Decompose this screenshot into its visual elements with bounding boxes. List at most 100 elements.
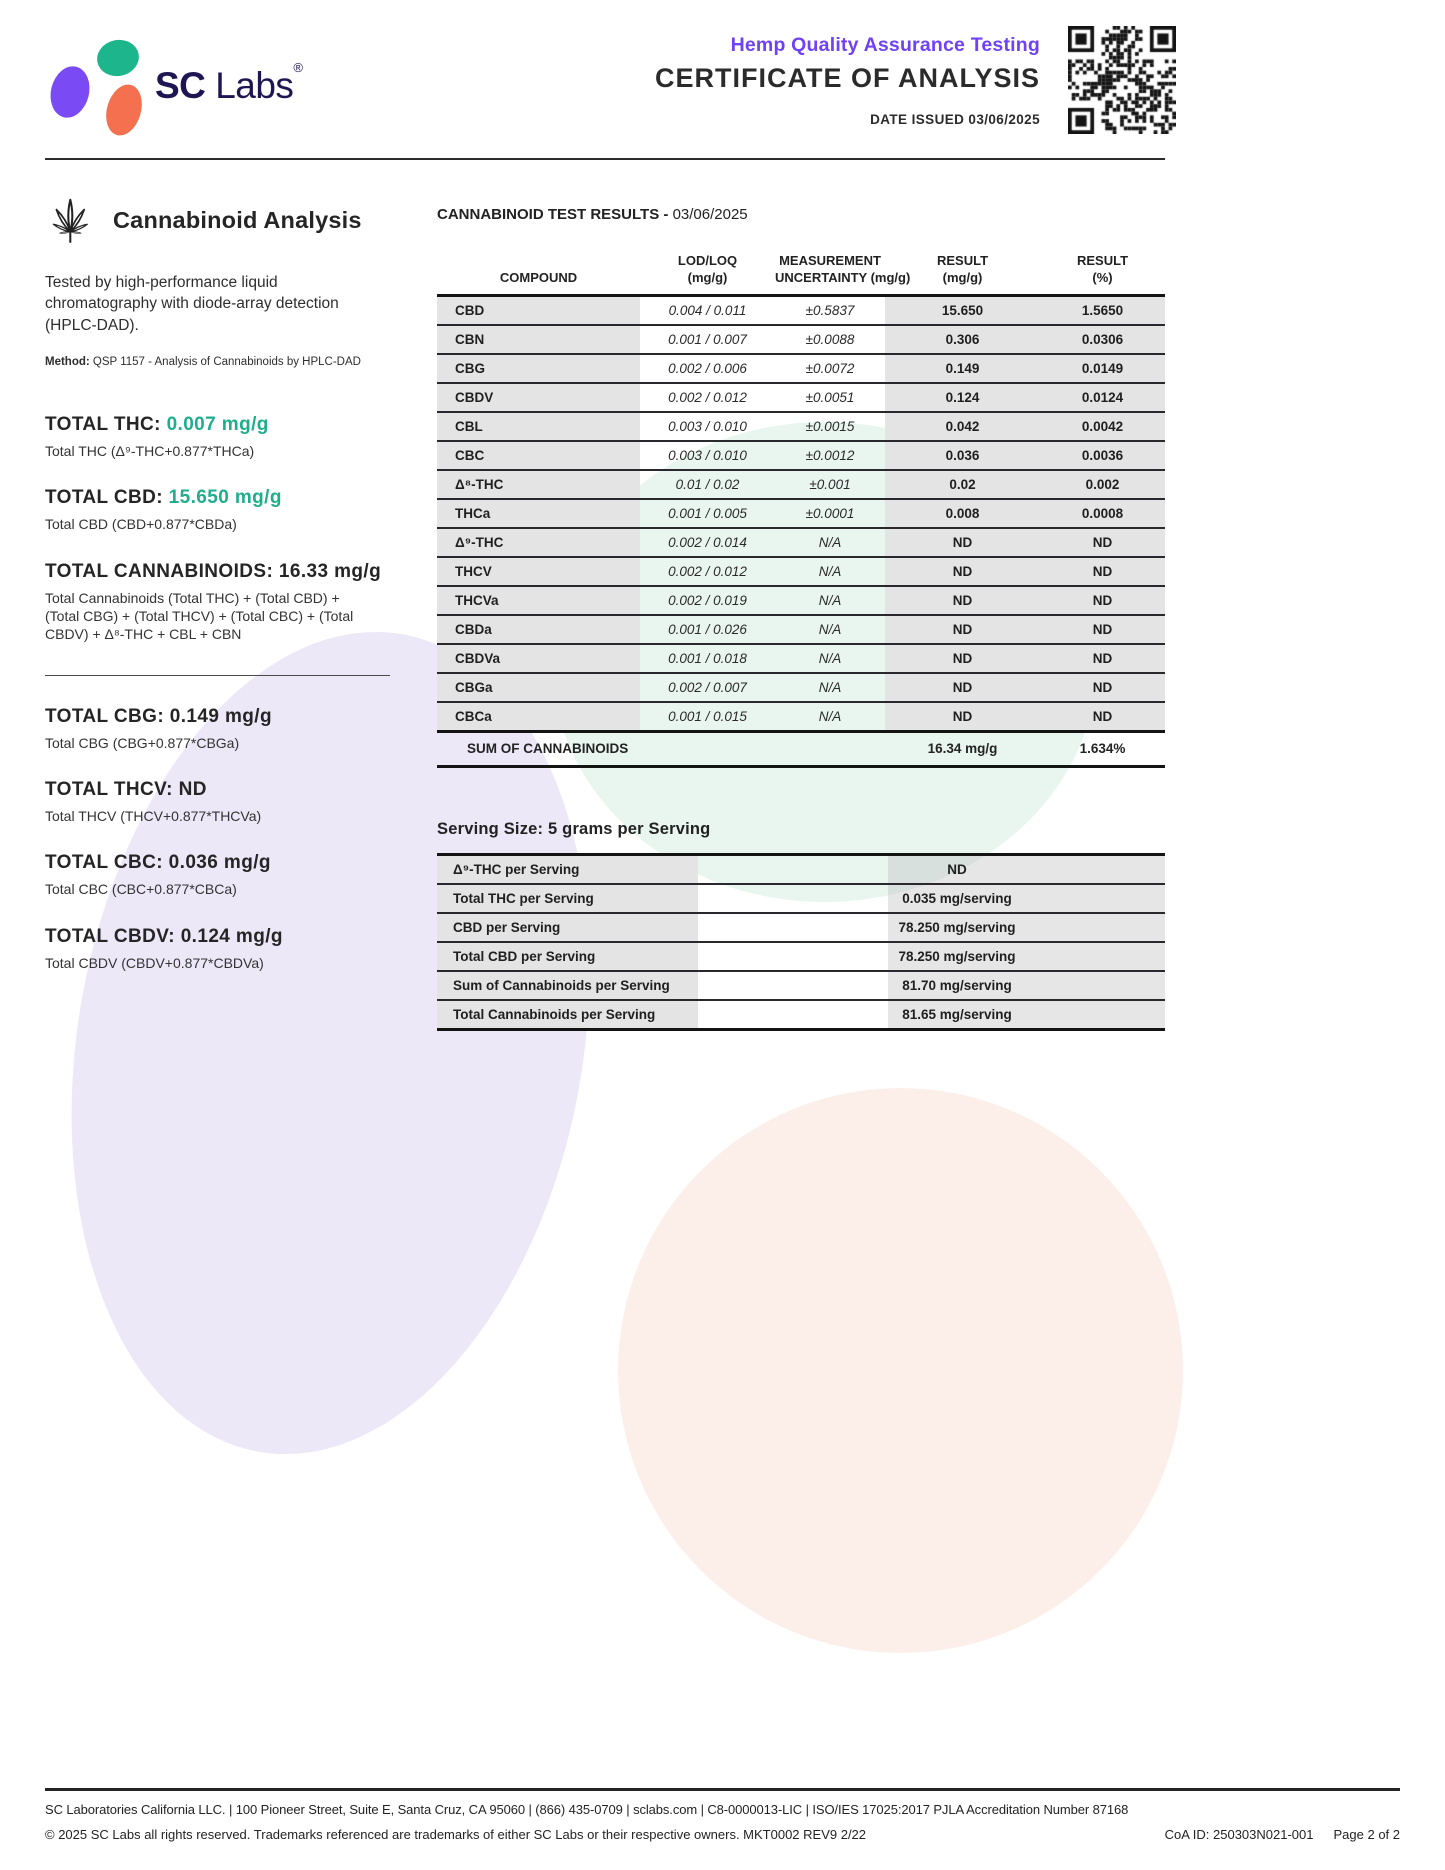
total-heading: TOTAL CBG: 0.149 mg/g [45, 706, 272, 728]
result-mg-value: ND [885, 527, 1040, 558]
compound-name: THCV [437, 556, 640, 587]
sum-label: SUM OF CANNABINOIDS [437, 729, 885, 768]
total-heading: TOTAL CBDV: 0.124 mg/g [45, 925, 283, 947]
serving-row: Total THC per Serving 0.035 mg/serving [437, 883, 1165, 914]
coa-id: CoA ID: 250303N021-001 [1164, 1827, 1314, 1842]
results-column-header: MEASUREMENT UNCERTAINTY (mg/g) [775, 249, 910, 297]
cannabis-leaf-icon [52, 198, 88, 243]
total-entry: TOTAL THCV: ND Total THCV (THCV+0.877*THC… [45, 779, 437, 825]
compound-name: CBG [437, 353, 640, 384]
result-pct-value: ND [1040, 672, 1165, 703]
result-pct-value: ND [1040, 643, 1165, 674]
section-header: Cannabinoid Analysis [45, 192, 437, 248]
compound-name: CBCa [437, 701, 640, 733]
uncertainty-value: N/A [775, 614, 885, 645]
logo-dot-purple-icon [45, 62, 95, 122]
total-heading: TOTAL THC: 0.007 mg/g [45, 414, 269, 436]
lod-loq-value: 0.01 / 0.02 [640, 469, 775, 500]
serving-value: ND [888, 852, 1165, 885]
sclabs-logo: SC Labs® [45, 32, 305, 140]
result-mg-value: ND [885, 556, 1040, 587]
result-pct-value: ND [1040, 585, 1165, 616]
logo-labs: Labs [215, 65, 294, 106]
total-formula: Total CBC (CBC+0.877*CBCa) [45, 881, 237, 898]
results-header-row: COMPOUND LOD/LOQ (mg/g) MEASUREMENT UNCERTAI… [437, 249, 1165, 297]
lod-loq-value: 0.002 / 0.019 [640, 585, 775, 616]
serving-row: Total Cannabinoids per Serving 81.65 mg/s… [437, 999, 1165, 1031]
result-mg-value: 0.02 [885, 469, 1040, 500]
serving-row: CBD per Serving 78.250 mg/serving [437, 912, 1165, 943]
uncertainty-value: N/A [775, 672, 885, 703]
serving-value: 0.035 mg/serving [888, 883, 1165, 914]
uncertainty-value: ±0.001 [775, 469, 885, 500]
uncertainty-value: ±0.0012 [775, 440, 885, 471]
total-entry: TOTAL CANNABINOIDS: 16.33 mg/g Total Cann… [45, 561, 437, 644]
result-pct-value: 0.002 [1040, 469, 1165, 500]
testing-program-subtitle: Hemp Quality Assurance Testing [730, 34, 1040, 56]
result-pct-value: 1.5650 [1040, 295, 1165, 326]
result-mg-value: 0.124 [885, 382, 1040, 413]
serving-tbody: Δ⁹-THC per Serving ND Total THC per Servin… [437, 852, 1165, 1031]
results-row: CBD 0.004 / 0.011 ±0.5837 15.650 1.5650 [437, 295, 1165, 326]
lod-loq-value: 0.002 / 0.012 [640, 382, 775, 413]
total-formula: Total CBD (CBD+0.877*CBDa) [45, 516, 237, 533]
sum-result-pct: 1.634% [1040, 729, 1165, 768]
results-row: CBDV 0.002 / 0.012 ±0.0051 0.124 0.0124 [437, 382, 1165, 413]
lod-loq-value: 0.002 / 0.014 [640, 527, 775, 558]
lod-loq-value: 0.001 / 0.018 [640, 643, 775, 674]
method-description: Tested by high-performance liquid chroma… [45, 274, 339, 334]
results-column-header: RESULT (%) [1040, 249, 1165, 297]
results-row: Δ⁹-THC 0.002 / 0.014 N/A ND ND [437, 527, 1165, 558]
method-label: Method: [45, 356, 90, 369]
result-mg-value: 0.008 [885, 498, 1040, 529]
serving-label: Sum of Cannabinoids per Serving [437, 970, 698, 1001]
results-tbody: CBD 0.004 / 0.011 ±0.5837 15.650 1.5650 CBN 0.… [437, 295, 1165, 733]
result-mg-value: 0.306 [885, 324, 1040, 355]
serving-value: 78.250 mg/serving [888, 941, 1165, 972]
lod-loq-value: 0.002 / 0.006 [640, 353, 775, 384]
result-mg-value: ND [885, 643, 1040, 674]
lod-loq-value: 0.004 / 0.011 [640, 295, 775, 326]
result-mg-value: ND [885, 614, 1040, 645]
lod-loq-value: 0.001 / 0.005 [640, 498, 775, 529]
footer-divider [45, 1788, 1400, 1791]
footer-copyright: © 2025 SC Labs all rights reserved. Trad… [45, 1827, 867, 1842]
result-pct-value: 0.0149 [1040, 353, 1165, 384]
results-title-label: CANNABINOID TEST RESULTS - [437, 206, 669, 223]
summary-column: Cannabinoid Analysis Tested by high-perf… [45, 192, 437, 999]
logo-wordmark: SC Labs® [155, 60, 303, 107]
totals-divider [45, 675, 390, 677]
document-title-block: Hemp Quality Assurance Testing CERTIFICA… [655, 34, 1040, 127]
method-value: QSP 1157 - Analysis of Cannabinoids by H… [92, 356, 361, 369]
serving-label: Δ⁹-THC per Serving [437, 852, 698, 885]
compound-name: CBDV [437, 382, 640, 413]
sum-of-cannabinoids-row: SUM OF CANNABINOIDS 16.34 mg/g 1.634% [437, 729, 1165, 768]
total-formula: Total CBG (CBG+0.877*CBGa) [45, 735, 240, 752]
compound-name: Δ⁸-THC [437, 469, 640, 500]
results-row: THCVa 0.002 / 0.019 N/A ND ND [437, 585, 1165, 616]
total-formula: Total THCV (THCV+0.877*THCVa) [45, 808, 262, 825]
page-number: Page 2 of 2 [1333, 1827, 1401, 1842]
compound-name: Δ⁹-THC [437, 527, 640, 558]
results-column: CANNABINOID TEST RESULTS - 03/06/2025 CO… [437, 206, 1165, 1031]
serving-spacer [698, 883, 888, 914]
results-row: CBDa 0.001 / 0.026 N/A ND ND [437, 614, 1165, 645]
background-blob-peach [618, 1088, 1183, 1653]
results-title-date: 03/06/2025 [672, 206, 748, 223]
results-row: THCV 0.002 / 0.012 N/A ND ND [437, 556, 1165, 587]
results-column-header: COMPOUND [437, 249, 640, 297]
serving-label: Total Cannabinoids per Serving [437, 999, 698, 1031]
serving-label: CBD per Serving [437, 912, 698, 943]
result-mg-value: 0.149 [885, 353, 1040, 384]
footer-lab-info: SC Laboratories California LLC. | 100 Pi… [45, 1802, 1129, 1817]
uncertainty-value: ±0.5837 [775, 295, 885, 326]
serving-label: Total CBD per Serving [437, 941, 698, 972]
logo-dot-green-icon [93, 36, 143, 80]
uncertainty-value: N/A [775, 585, 885, 616]
compound-name: CBDVa [437, 643, 640, 674]
logo-sc: SC [155, 65, 206, 106]
results-row: CBN 0.001 / 0.007 ±0.0088 0.306 0.0306 [437, 324, 1165, 355]
uncertainty-value: ±0.0072 [775, 353, 885, 384]
serving-value: 81.65 mg/serving [888, 999, 1165, 1031]
